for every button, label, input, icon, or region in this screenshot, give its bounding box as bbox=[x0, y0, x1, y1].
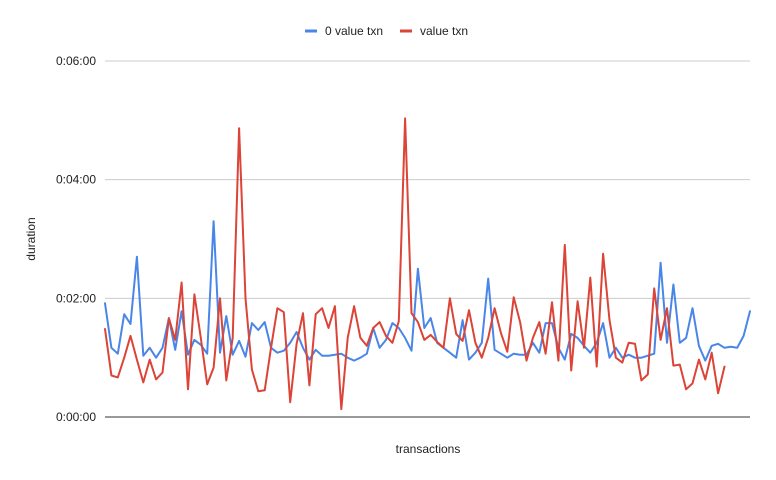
legend-label-1: value txn bbox=[420, 24, 468, 38]
legend-label-0: 0 value txn bbox=[325, 24, 383, 38]
y-tick-label: 0:00:00 bbox=[56, 410, 96, 424]
y-axis-title: duration bbox=[24, 217, 38, 260]
legend: 0 value txn value txn bbox=[305, 24, 468, 38]
y-tick-label: 0:06:00 bbox=[56, 54, 96, 68]
x-axis-title: transactions bbox=[396, 442, 461, 456]
y-tick-label: 0:04:00 bbox=[56, 173, 96, 187]
y-axis-ticks: 0:00:00 0:02:00 0:04:00 0:06:00 bbox=[56, 54, 96, 424]
y-tick-label: 0:02:00 bbox=[56, 291, 96, 305]
series-line-0 bbox=[104, 220, 751, 362]
series-line-1 bbox=[104, 117, 726, 411]
series-lines bbox=[104, 117, 751, 411]
gridlines bbox=[105, 60, 750, 418]
